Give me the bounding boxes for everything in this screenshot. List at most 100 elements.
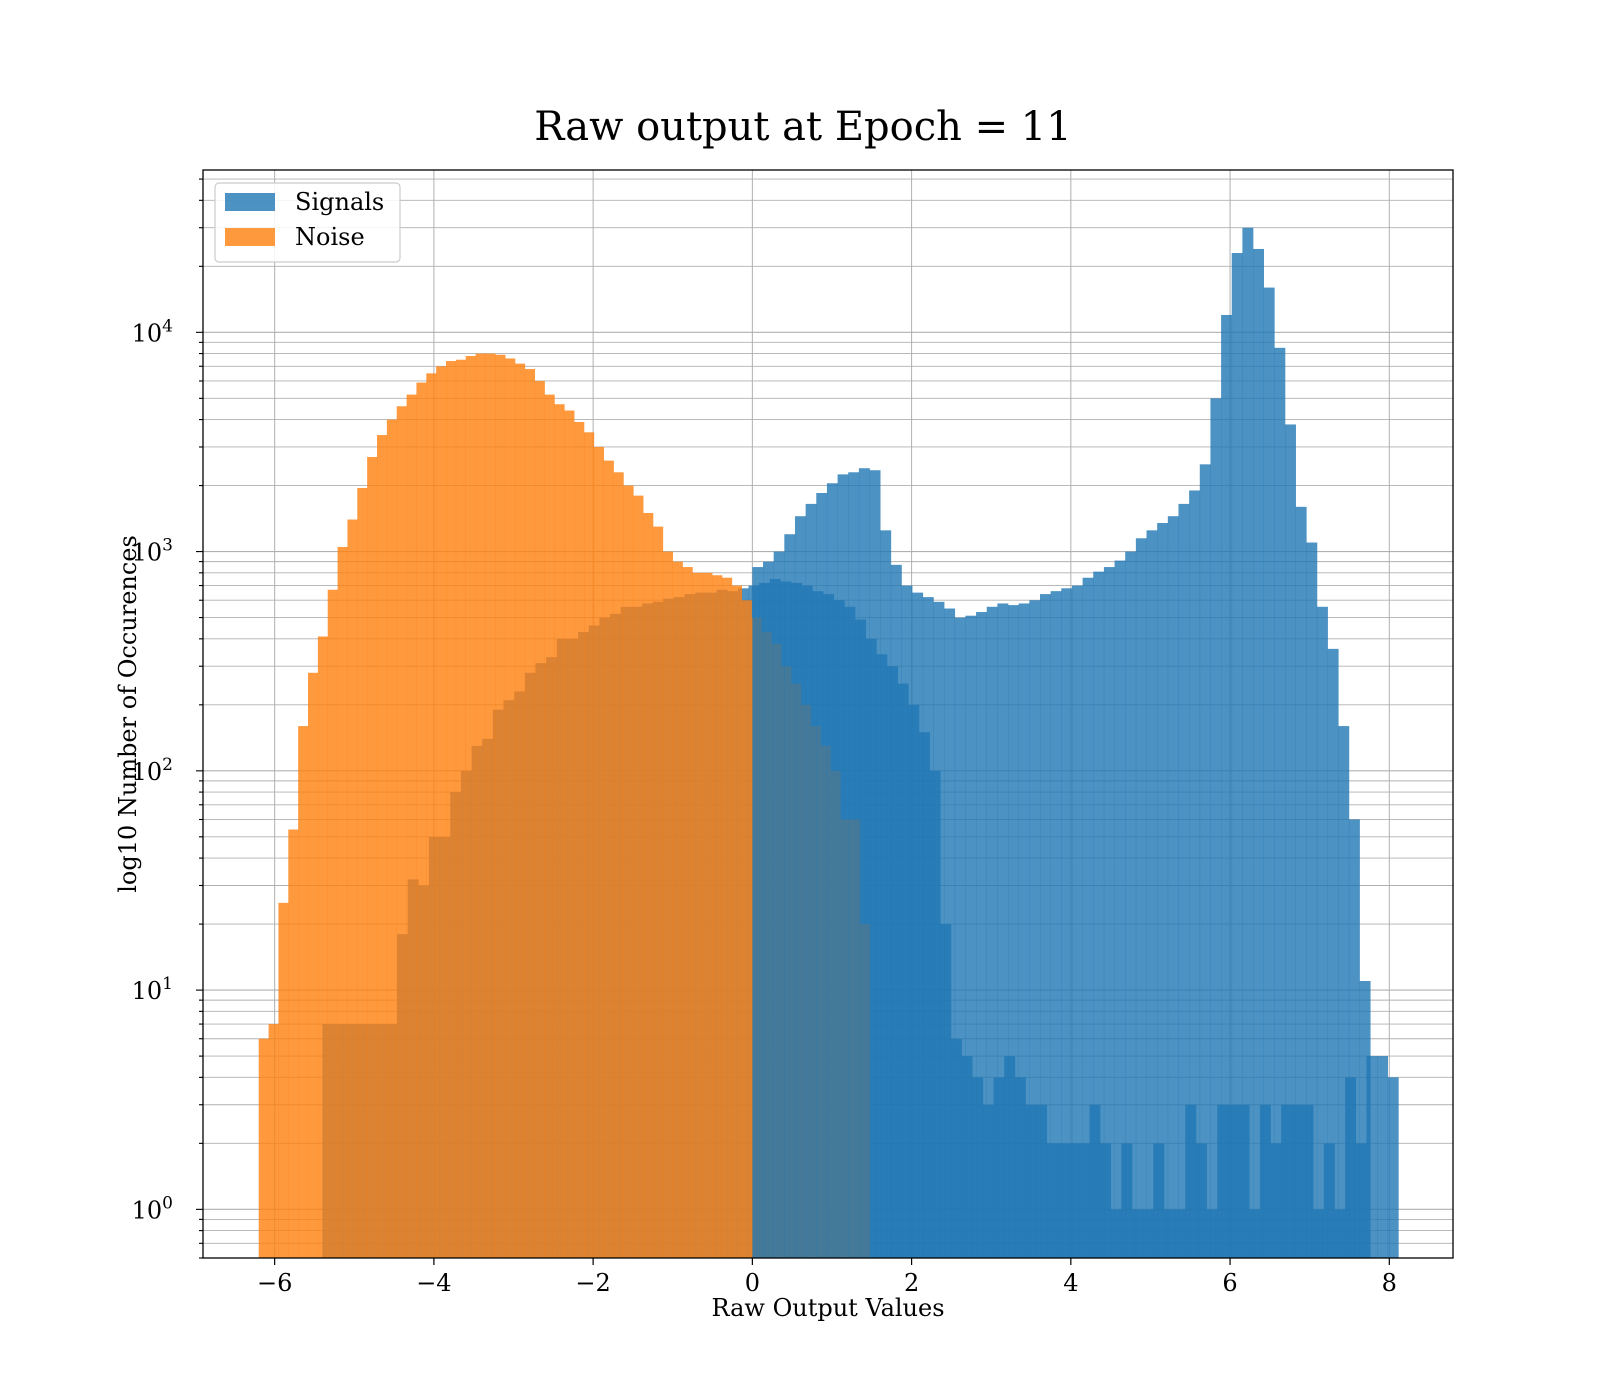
y-tick-label: 101 [132, 974, 173, 1005]
bar-signals [1242, 227, 1254, 1259]
y-axis-label: log10 Number of Occurences [114, 535, 142, 893]
bar-signals [1199, 464, 1211, 1258]
bar-signals [848, 472, 860, 1258]
bar-noise [613, 472, 624, 1258]
bar-signals [965, 615, 977, 1258]
bar-signals [1338, 726, 1350, 1258]
bar-signals [1082, 577, 1094, 1258]
bar-noise [643, 512, 654, 1258]
x-tick-label: 2 [904, 1269, 919, 1297]
x-axis-label: Raw Output Values [711, 1294, 944, 1322]
bar-noise [485, 353, 496, 1258]
chart-title: Raw output at Epoch = 11 [534, 104, 1071, 150]
bar-noise [623, 485, 634, 1259]
y-tick-label: 102 [132, 755, 173, 786]
bar-noise [544, 394, 555, 1259]
bar-signals [944, 608, 956, 1258]
y-axis-ticks: 100 101 102 103 104 [132, 178, 203, 1259]
bar-signals [1061, 588, 1073, 1258]
bar-signals [1348, 819, 1360, 1258]
bar-noise [495, 354, 506, 1258]
bar-signals [1071, 585, 1083, 1258]
bar-noise [721, 577, 733, 1258]
bar-signals [837, 474, 849, 1258]
bar-signals [1125, 551, 1137, 1258]
bar-noise [682, 567, 693, 1258]
bar-noise [426, 373, 437, 1258]
bar-noise [554, 404, 565, 1259]
legend-swatch-noise [225, 228, 275, 246]
bar-signals [1263, 287, 1275, 1258]
x-tick-label: −6 [257, 1269, 292, 1297]
bar-signals [784, 534, 796, 1258]
bar-signals [773, 551, 785, 1258]
bar-signals [763, 561, 774, 1258]
bar-noise [416, 382, 427, 1258]
bar-signals [1029, 600, 1041, 1258]
bar-signals [805, 503, 817, 1258]
bar-noise [327, 589, 338, 1258]
bar-signals [1327, 648, 1339, 1258]
x-tick-label: 8 [1382, 1269, 1397, 1297]
bar-signals [752, 567, 764, 1258]
bar-noise [653, 526, 664, 1258]
bar-noise [524, 369, 536, 1259]
bar-noise [584, 432, 595, 1258]
bar-noise [465, 355, 476, 1259]
bar-noise [347, 519, 358, 1258]
bar-noise [455, 359, 467, 1258]
bar-noise [662, 551, 674, 1258]
bar-signals [986, 606, 998, 1258]
bar-noise [258, 1038, 269, 1258]
bar-signals [933, 601, 945, 1258]
bar-noise [672, 561, 683, 1258]
bar-noise [396, 406, 407, 1259]
bar-signals [954, 617, 966, 1258]
bar-signals [1146, 530, 1158, 1258]
histogram-bars [258, 227, 1399, 1259]
bar-signals [1285, 424, 1296, 1258]
bar-noise [436, 366, 447, 1259]
bar-signals [1387, 1077, 1399, 1258]
bar-signals [1093, 571, 1105, 1258]
bar-noise [288, 829, 299, 1258]
x-tick-label: 4 [1063, 1269, 1078, 1297]
bar-signals [1231, 253, 1243, 1258]
bar-signals [794, 516, 806, 1258]
bar-noise [603, 460, 614, 1258]
bar-noise [475, 353, 486, 1258]
bar-noise [377, 435, 388, 1258]
bar-noise [731, 585, 743, 1258]
bar-signals [1306, 542, 1318, 1258]
bar-signals [1135, 538, 1147, 1258]
bar-noise [337, 546, 348, 1258]
bar-signals [912, 592, 924, 1258]
bar-noise [298, 726, 309, 1258]
bar-noise [357, 487, 368, 1258]
bar-signals [1377, 1056, 1389, 1258]
bar-signals [1103, 567, 1115, 1258]
bar-noise [593, 446, 605, 1259]
y-tick-label: 100 [132, 1193, 173, 1224]
plot-frame [202, 169, 1454, 1259]
bar-noise [278, 902, 289, 1258]
bar-noise [505, 358, 516, 1258]
bar-signals [880, 530, 892, 1258]
bar-signals [1366, 1056, 1378, 1258]
bar-signals [1316, 606, 1328, 1258]
y-tick-label: 103 [132, 536, 173, 567]
bar-signals [1039, 594, 1051, 1258]
bar-signals [922, 597, 934, 1258]
legend: Signals Noise [214, 182, 401, 263]
bar-noise [386, 419, 398, 1258]
bar-signals [816, 493, 828, 1258]
bar-noise [564, 410, 575, 1259]
bar-signals [1050, 591, 1062, 1258]
bar-signals [1157, 523, 1169, 1258]
x-tick-label: −2 [575, 1269, 610, 1297]
bar-noise [268, 1024, 279, 1258]
legend-label-noise: Noise [295, 223, 365, 251]
bar-signals [869, 470, 881, 1258]
bar-noise [406, 394, 417, 1259]
y-tick-label: 104 [132, 316, 173, 347]
